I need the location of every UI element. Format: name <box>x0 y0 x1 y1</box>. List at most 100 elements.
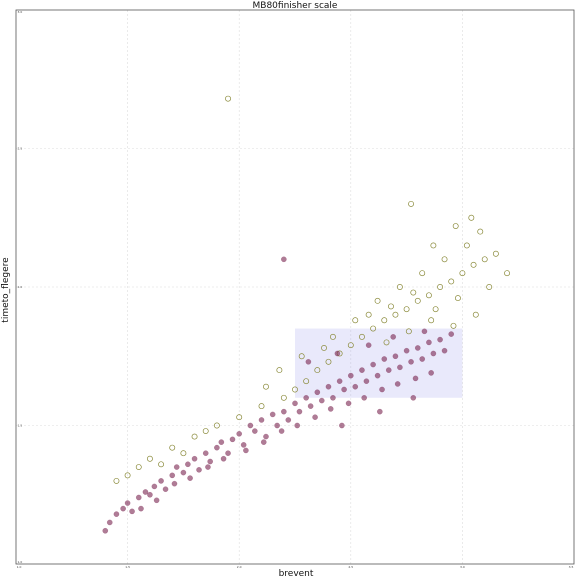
filled-data-point <box>426 339 432 346</box>
filled-data-point <box>138 505 144 512</box>
filled-data-point <box>207 458 213 465</box>
hollow-data-point <box>463 242 470 249</box>
filled-data-point <box>312 414 318 420</box>
filled-data-point <box>260 439 267 445</box>
hollow-data-point <box>405 328 412 335</box>
hollow-data-point <box>437 284 444 290</box>
hollow-data-point <box>432 306 439 313</box>
hollow-data-point <box>258 403 265 410</box>
filled-data-point <box>106 519 113 526</box>
hollow-data-point <box>477 228 484 235</box>
filled-data-point <box>365 342 372 348</box>
filled-data-point <box>412 375 419 382</box>
filled-data-point <box>214 444 220 451</box>
hollow-data-point <box>403 306 410 313</box>
filled-data-point <box>158 478 164 484</box>
filled-data-point <box>334 350 341 357</box>
filled-data-point <box>243 447 249 454</box>
y-axis-label: timeto_flegere <box>1 257 11 323</box>
filled-data-point <box>196 467 202 473</box>
hollow-data-point <box>113 477 120 484</box>
filled-data-point <box>414 345 421 351</box>
chart-title: MB80finisher scale <box>253 1 338 11</box>
hollow-data-point <box>225 95 231 102</box>
hollow-data-point <box>428 317 435 324</box>
hollow-data-point <box>325 358 332 365</box>
filled-data-point <box>303 394 309 401</box>
filled-data-point <box>281 408 287 415</box>
hollow-data-point <box>396 284 403 290</box>
filled-data-point <box>377 408 383 415</box>
filled-data-point <box>394 381 401 387</box>
filled-data-point <box>225 450 231 457</box>
filled-data-point <box>218 439 225 445</box>
tick-labels: 1.0 1.5 2.0 2.5 3.0 3.5 1.0 1.5 2.0 2.5 3.0 <box>17 10 574 569</box>
hollow-data-point <box>392 311 399 318</box>
filled-data-point <box>359 367 365 373</box>
hollow-data-point <box>450 322 457 329</box>
data-points <box>102 95 510 534</box>
y-tick-label: 2.5 <box>18 147 23 151</box>
filled-data-point <box>294 422 301 429</box>
hollow-data-point <box>314 367 321 374</box>
hollow-data-point <box>459 270 466 277</box>
hollow-data-point <box>472 311 479 318</box>
filled-data-point <box>102 527 109 534</box>
filled-data-point <box>278 428 285 434</box>
hollow-data-point <box>492 250 499 257</box>
hollow-data-point <box>124 472 131 479</box>
filled-data-point <box>142 489 149 495</box>
filled-data-point <box>229 436 236 443</box>
hollow-data-point <box>292 386 298 393</box>
hollow-data-point <box>191 433 198 440</box>
filled-data-point <box>247 422 254 429</box>
x-axis-label: brevent <box>279 569 314 579</box>
filled-data-point <box>169 472 176 479</box>
filled-data-point <box>370 361 376 368</box>
hollow-data-point <box>410 289 417 296</box>
hollow-data-point <box>180 450 187 457</box>
hollow-data-point <box>370 325 377 332</box>
hollow-data-point <box>468 214 475 221</box>
filled-data-point <box>318 397 325 404</box>
filled-data-point <box>339 422 345 429</box>
hollow-data-point <box>263 383 269 390</box>
hollow-data-point <box>298 353 305 360</box>
filled-data-point <box>135 494 142 501</box>
x-tick-label: 3.0 <box>460 565 465 569</box>
filled-data-point <box>113 511 120 517</box>
hollow-data-point <box>280 394 287 401</box>
filled-data-point <box>292 400 298 407</box>
hollow-data-point <box>303 378 310 385</box>
filled-data-point <box>421 328 428 335</box>
filled-data-point <box>191 455 198 462</box>
filled-data-point <box>305 358 312 365</box>
filled-data-point <box>307 403 314 409</box>
hollow-data-point <box>448 278 455 285</box>
hollow-data-point <box>486 284 493 290</box>
hollow-data-point <box>383 339 390 346</box>
hollow-data-point <box>135 464 142 470</box>
x-tick-label: 1.5 <box>125 565 130 569</box>
filled-data-point <box>263 433 269 440</box>
hollow-data-point <box>441 256 448 263</box>
y-tick-label: 1.5 <box>18 424 23 428</box>
filled-data-point <box>330 394 336 401</box>
filled-data-point <box>296 408 303 415</box>
y-tick-label: 1.0 <box>18 560 23 564</box>
filled-data-point <box>180 469 187 476</box>
highlight-region <box>295 328 463 398</box>
hollow-data-point <box>381 317 388 324</box>
filled-data-point <box>374 372 381 379</box>
filled-data-point <box>397 364 403 371</box>
filled-data-point <box>124 500 131 506</box>
hollow-data-point <box>236 414 243 421</box>
filled-data-point <box>345 400 352 407</box>
filled-data-point <box>258 417 265 423</box>
filled-data-point <box>347 372 354 379</box>
x-tick-label: 3.5 <box>569 565 574 569</box>
hollow-data-point <box>329 333 336 340</box>
filled-data-point <box>390 334 397 340</box>
hollow-data-point <box>365 311 372 318</box>
